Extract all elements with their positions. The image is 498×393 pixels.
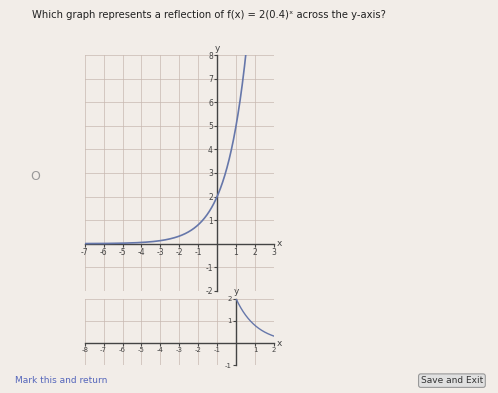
Text: y: y bbox=[234, 287, 239, 296]
Text: Save and Exit: Save and Exit bbox=[421, 376, 483, 385]
Text: O: O bbox=[30, 170, 40, 184]
Text: Mark this and return: Mark this and return bbox=[15, 376, 107, 385]
Text: x: x bbox=[277, 239, 282, 248]
Text: y: y bbox=[215, 44, 220, 53]
Text: Which graph represents a reflection of f(x) = 2(0.4)ˣ across the y-axis?: Which graph represents a reflection of f… bbox=[32, 10, 386, 20]
Text: x: x bbox=[277, 339, 282, 348]
